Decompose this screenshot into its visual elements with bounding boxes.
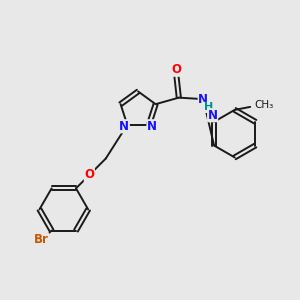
Text: N: N (147, 120, 157, 133)
Text: H: H (204, 102, 213, 112)
Text: N: N (119, 120, 129, 133)
Text: O: O (84, 169, 94, 182)
Text: CH₃: CH₃ (255, 100, 274, 110)
Text: O: O (171, 63, 182, 76)
Text: N: N (208, 109, 218, 122)
Text: Br: Br (34, 233, 49, 246)
Text: N: N (198, 93, 208, 106)
